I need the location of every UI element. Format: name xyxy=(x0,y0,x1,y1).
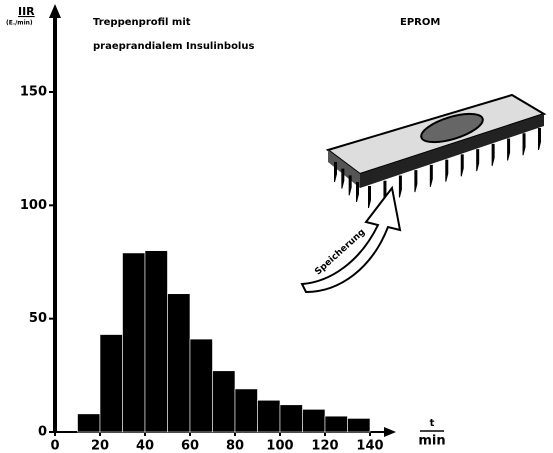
x-tick-label: 80 xyxy=(226,439,244,453)
bar xyxy=(234,388,258,433)
x-tick-label: 40 xyxy=(136,439,154,453)
bar xyxy=(167,293,191,433)
chip-pin xyxy=(460,154,464,177)
chip-pin xyxy=(356,182,359,202)
chip-pin xyxy=(538,128,541,150)
annotation: EPROM xyxy=(400,17,440,28)
x-axis-arrow xyxy=(384,427,396,437)
x-tick-label: 100 xyxy=(266,439,293,453)
chip-pin xyxy=(507,138,511,161)
bar xyxy=(77,413,101,433)
x-tick-label: 20 xyxy=(91,439,109,453)
chip-side xyxy=(360,114,544,188)
x-label: t xyxy=(430,418,435,429)
bar xyxy=(279,404,303,433)
chip-pin xyxy=(334,162,337,182)
y-axis-arrow xyxy=(49,4,61,18)
title-line: Treppenprofil mit xyxy=(93,17,191,28)
bar xyxy=(212,370,236,433)
chip-pin xyxy=(476,149,480,172)
title-line: praeprandialem Insulinbolus xyxy=(93,41,254,52)
chip-window xyxy=(420,112,484,144)
x-tick-label: 0 xyxy=(50,439,59,453)
y-label-unit: (E./min) xyxy=(6,20,33,27)
bar xyxy=(257,399,281,433)
chip-pin xyxy=(398,175,402,198)
bar xyxy=(99,334,123,433)
chip-pin xyxy=(414,170,418,193)
bar xyxy=(302,409,326,433)
bar xyxy=(189,338,213,433)
chip-pin xyxy=(429,164,433,187)
y-tick-label: 50 xyxy=(29,311,47,326)
store-arrow xyxy=(300,185,402,294)
chip-pin xyxy=(368,186,371,208)
bar xyxy=(324,415,348,433)
y-tick-label: 150 xyxy=(20,85,47,100)
bar xyxy=(144,250,168,433)
chip-pin xyxy=(445,159,449,182)
y-tick-label: 100 xyxy=(20,198,47,213)
y-tick-label: 0 xyxy=(38,425,47,440)
chip-pin xyxy=(522,133,526,156)
chip-pin xyxy=(348,175,352,196)
y-label: IIR xyxy=(18,5,35,18)
chip-pin xyxy=(491,143,495,166)
x-tick-label: 120 xyxy=(311,439,338,453)
bar xyxy=(347,418,371,433)
x-tick-label: 60 xyxy=(181,439,199,453)
chip xyxy=(325,93,547,208)
chip-pin xyxy=(341,168,345,189)
x-tick-label: 140 xyxy=(356,439,383,453)
bar xyxy=(122,252,146,433)
x-label-unit: min xyxy=(418,434,445,449)
